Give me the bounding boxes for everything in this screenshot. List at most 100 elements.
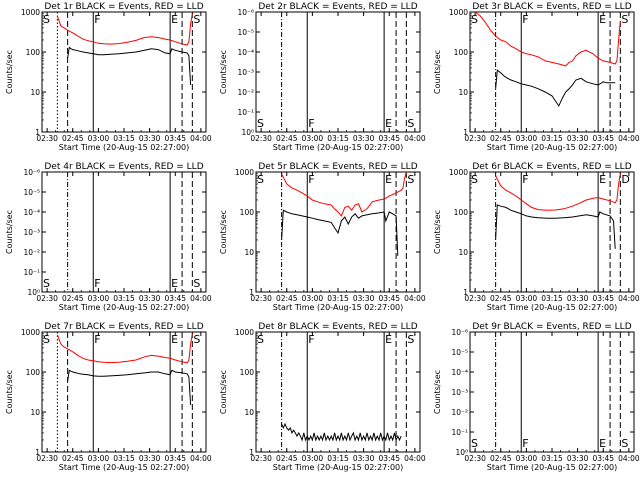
marker-label: E	[599, 13, 606, 26]
y-tick-label: 10⁻⁶	[23, 168, 40, 177]
x-tick-label: 03:15	[113, 134, 135, 143]
y-axis-label: Counts/sec	[5, 210, 14, 254]
x-tick-label: 03:30	[353, 294, 375, 303]
marker-label: S	[471, 437, 478, 450]
x-tick-label: 03:45	[378, 134, 400, 143]
chart-title: Det 3r BLACK = Events, RED = LLD	[472, 2, 631, 12]
x-tick-label: 03:45	[378, 294, 400, 303]
y-tick-label: 10⁻²	[451, 408, 468, 417]
marker-label: S	[257, 117, 264, 130]
chart-panel-5: Det 5r BLACK = Events, RED = LLD 02:30 02:…	[219, 162, 426, 312]
y-axis-label: Counts/sec	[219, 210, 228, 254]
y-tick-label: 10⁰	[241, 128, 254, 137]
chart-panel-4: Det 4r BLACK = Events, RED = LLD 02:30 02:…	[5, 162, 212, 312]
x-axis-label: Start Time (20-Aug-15 02:27:00)	[487, 143, 618, 152]
x-tick-label: 02:30	[36, 294, 58, 303]
marker-label: S	[257, 173, 264, 186]
x-tick-label: 02:45	[276, 294, 298, 303]
marker-label: E	[385, 333, 392, 346]
y-axis-label: Counts/sec	[5, 50, 14, 94]
y-tick-label: 1000	[449, 8, 468, 17]
y-tick-label: 10⁻⁴	[237, 48, 254, 57]
x-tick-label: 03:45	[378, 454, 400, 463]
y-tick-label: 10⁻¹	[451, 428, 468, 437]
chart-panel-8: Det 8r BLACK = Events, RED = LLD 02:30 02:…	[219, 322, 426, 472]
x-tick-label: 03:15	[327, 294, 349, 303]
marker-label: S	[407, 117, 414, 130]
y-tick-label: 10⁻³	[451, 388, 468, 397]
y-tick-label: 10⁻⁵	[451, 348, 468, 357]
chart-title: Det 1r BLACK = Events, RED = LLD	[44, 2, 203, 12]
plot-frame	[255, 11, 421, 133]
y-tick-label: 1	[35, 128, 40, 137]
y-tick-label: 1	[249, 288, 254, 297]
y-tick-label: 100	[240, 368, 255, 377]
x-tick-label: 03:15	[113, 454, 135, 463]
chart-title: Det 5r BLACK = Events, RED = LLD	[258, 162, 417, 172]
x-tick-label: 03:30	[139, 454, 161, 463]
x-tick-label: 04:00	[618, 294, 640, 303]
marker-label: E	[385, 117, 392, 130]
x-tick-label: 03:45	[592, 294, 614, 303]
plot-frame	[41, 171, 207, 293]
y-tick-label: 100	[454, 208, 469, 217]
y-tick-label: 100	[240, 208, 255, 217]
x-tick-label: 03:15	[541, 454, 563, 463]
chart-panel-7: Det 7r BLACK = Events, RED = LLD 02:30 02:…	[5, 322, 212, 472]
plot-frame	[469, 331, 635, 453]
chart-title: Det 2r BLACK = Events, RED = LLD	[258, 2, 417, 12]
y-axis-label: Counts/sec	[433, 50, 442, 94]
y-tick-label: 10	[458, 88, 468, 97]
y-tick-label: 10	[244, 248, 254, 257]
x-axis-label: Start Time (20-Aug-15 02:27:00)	[59, 303, 190, 312]
y-axis-label: Counts/sec	[5, 370, 14, 414]
x-tick-label: 02:45	[490, 134, 512, 143]
x-tick-label: 04:00	[618, 134, 640, 143]
chart-panel-1: Det 1r BLACK = Events, RED = LLD 02:30 02:…	[5, 2, 212, 152]
y-tick-label: 100	[26, 48, 41, 57]
marker-label: S	[257, 333, 264, 346]
marker-label: E	[599, 173, 606, 186]
marker-label: F	[308, 333, 314, 346]
y-tick-label: 10⁻⁶	[451, 328, 468, 337]
chart-title: Det 6r BLACK = Events, RED = LLD	[472, 162, 631, 172]
y-tick-label: 10⁻⁵	[237, 28, 254, 37]
x-tick-label: 03:30	[567, 134, 589, 143]
y-axis-label: Counts/sec	[219, 370, 228, 414]
x-axis-label: Start Time (20-Aug-15 02:27:00)	[273, 143, 404, 152]
marker-label: F	[94, 333, 100, 346]
x-tick-label: 03:30	[139, 134, 161, 143]
marker-label: E	[171, 13, 178, 26]
y-tick-label: 10⁻⁴	[451, 368, 468, 377]
marker-label: S	[471, 173, 478, 186]
marker-label: D	[621, 173, 629, 186]
x-tick-label: 04:00	[190, 294, 212, 303]
x-tick-label: 03:00	[516, 134, 538, 143]
x-axis-label: Start Time (20-Aug-15 02:27:00)	[59, 463, 190, 472]
marker-label: S	[193, 333, 200, 346]
y-tick-label: 10	[30, 408, 40, 417]
x-axis-label: Start Time (20-Aug-15 02:27:00)	[487, 303, 618, 312]
series-line-lld	[56, 13, 193, 46]
marker-label: S	[193, 13, 200, 26]
x-tick-label: 03:00	[302, 294, 324, 303]
y-axis-label: Counts/sec	[433, 210, 442, 254]
plot-frame	[255, 331, 421, 453]
x-axis-label: Start Time (20-Aug-15 02:27:00)	[59, 143, 190, 152]
series-line-events	[281, 209, 399, 256]
chart-title: Det 8r BLACK = Events, RED = LLD	[258, 322, 417, 332]
plot-frame	[469, 171, 635, 293]
chart-title: Det 4r BLACK = Events, RED = LLD	[44, 162, 203, 172]
x-tick-label: 04:00	[190, 134, 212, 143]
x-tick-label: 03:30	[567, 454, 589, 463]
y-tick-label: 10⁻³	[237, 68, 254, 77]
x-tick-label: 04:00	[618, 454, 640, 463]
marker-label: S	[193, 277, 200, 290]
x-tick-label: 02:45	[62, 134, 84, 143]
plot-frame	[41, 331, 207, 453]
marker-label: S	[621, 13, 628, 26]
x-tick-label: 03:30	[353, 454, 375, 463]
series-line-events	[495, 69, 616, 107]
x-tick-label: 02:30	[464, 294, 486, 303]
x-tick-label: 03:30	[567, 294, 589, 303]
